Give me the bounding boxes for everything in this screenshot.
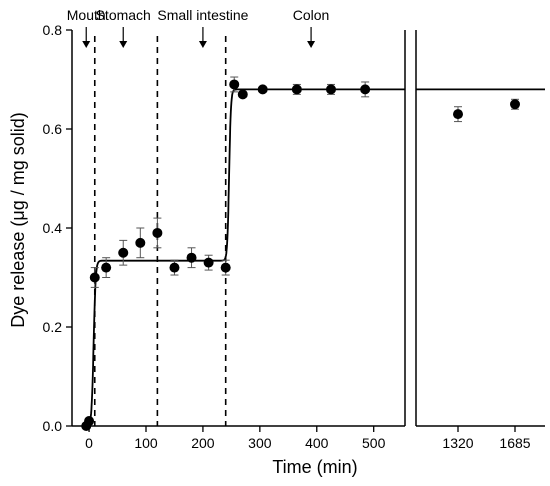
y-axis-label: Dye release (μg / mg solid) bbox=[8, 112, 28, 327]
y-tick-label: 0.2 bbox=[43, 319, 63, 335]
x-tick-label-break: 1320 bbox=[442, 435, 473, 451]
phase-label: Stomach bbox=[96, 7, 151, 23]
point-marker bbox=[135, 237, 146, 248]
y-tick-label: 0.8 bbox=[43, 22, 63, 38]
x-axis-label: Time (min) bbox=[272, 457, 357, 477]
point-marker bbox=[152, 227, 163, 238]
point-marker bbox=[510, 99, 520, 110]
point-marker bbox=[220, 262, 231, 273]
data-point bbox=[291, 83, 302, 95]
x-tick-label: 300 bbox=[248, 435, 272, 451]
data-point-break bbox=[510, 98, 520, 110]
point-marker bbox=[237, 89, 248, 100]
phase-arrow-head bbox=[82, 41, 91, 48]
data-point bbox=[237, 89, 248, 100]
data-point bbox=[257, 84, 268, 95]
point-marker bbox=[203, 257, 214, 268]
point-marker bbox=[360, 84, 371, 95]
phase-arrow-head bbox=[119, 41, 128, 48]
point-marker bbox=[186, 252, 197, 263]
y-tick-label: 0.6 bbox=[43, 121, 63, 137]
point-marker bbox=[326, 84, 336, 95]
phase-label: Mouth bbox=[67, 7, 106, 23]
data-point bbox=[152, 217, 163, 249]
x-tick-label: 400 bbox=[305, 435, 329, 451]
axes: 0.0 0.2 0.4 0.6 0.8 0 100 200 300 400 500 1320 1685 bbox=[43, 22, 545, 451]
x-tick-label-break: 1685 bbox=[499, 435, 530, 451]
point-marker bbox=[257, 84, 268, 95]
data-point-break bbox=[453, 106, 463, 123]
point-marker bbox=[118, 247, 129, 258]
data-point bbox=[84, 416, 95, 427]
data-point bbox=[135, 227, 146, 259]
y-tick-label: 0.0 bbox=[43, 418, 63, 434]
data-point bbox=[101, 257, 112, 278]
point-marker bbox=[169, 262, 180, 273]
x-tick-label: 200 bbox=[191, 435, 215, 451]
x-tick-label: 0 bbox=[85, 435, 93, 451]
phase-arrow-head bbox=[307, 41, 316, 48]
phase-label: Small intestine bbox=[157, 7, 248, 23]
data-point bbox=[229, 76, 240, 93]
x-tick-label: 500 bbox=[362, 435, 386, 451]
fit-line-main bbox=[85, 88, 405, 427]
data-points bbox=[81, 76, 520, 431]
data-point bbox=[118, 239, 129, 266]
data-point bbox=[203, 254, 214, 271]
data-point bbox=[186, 247, 197, 269]
point-marker bbox=[89, 272, 100, 283]
point-marker bbox=[453, 109, 463, 120]
phase-boundaries bbox=[93, 36, 227, 426]
data-point bbox=[326, 83, 336, 95]
point-marker bbox=[291, 84, 302, 95]
phase-label: Colon bbox=[293, 7, 330, 23]
data-point bbox=[220, 259, 231, 276]
x-tick-label: 100 bbox=[134, 435, 158, 451]
point-marker bbox=[84, 416, 95, 427]
data-point bbox=[169, 259, 180, 276]
phase-arrow-head bbox=[198, 41, 207, 48]
data-point bbox=[89, 267, 100, 288]
data-point bbox=[360, 81, 371, 98]
point-marker bbox=[101, 262, 112, 273]
point-marker bbox=[229, 79, 240, 90]
fit-curve bbox=[85, 88, 545, 427]
y-tick-label: 0.4 bbox=[43, 220, 63, 236]
